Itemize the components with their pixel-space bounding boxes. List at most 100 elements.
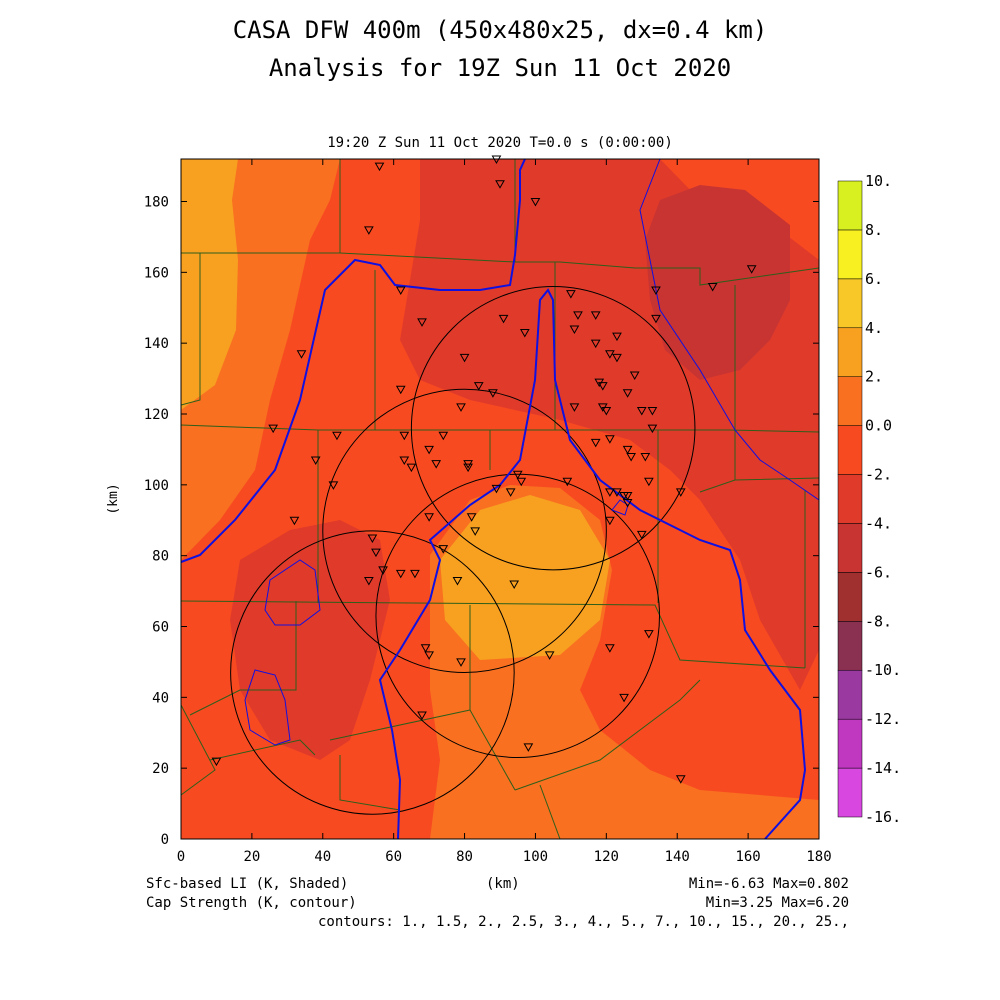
colorbar-segment [837,621,863,671]
station-marker [590,438,601,448]
station-marker [675,488,686,497]
station-marker [371,548,381,558]
station-marker [431,460,442,469]
colorbar-label: -10. [865,661,901,679]
x-tick-label: 180 [806,849,831,865]
station-marker [590,311,601,320]
colorbar-label: -4. [865,514,892,532]
y-tick-label: 180 [144,195,169,211]
valid-time-label: 19:20 Z Sun 11 Oct 2020 T=0.0 s (0:00:00… [327,135,673,151]
station-marker [601,406,612,416]
y-axis-label: (km) [106,483,121,514]
station-marker [505,488,516,497]
station-marker [519,329,530,338]
x-tick-label: 80 [456,849,473,865]
station-marker [488,389,498,398]
station-marker [707,283,718,292]
station-marker [498,314,509,324]
station-marker [622,445,633,455]
colorbar-label: 6. [865,270,883,288]
station-marker [456,403,466,412]
station-marker [399,456,410,466]
colorbar-segment [837,180,863,231]
colorbar-segment [837,376,863,426]
station-marker [512,470,523,480]
x-tick-label: 140 [665,849,690,865]
colorbar-label: -12. [865,710,901,728]
y-tick-label: 160 [144,265,169,281]
station-marker [636,406,647,416]
colorbar-label: -14. [865,759,901,777]
colorbar-segment [837,572,863,622]
colorbar-segment [837,523,863,573]
station-marker [466,513,477,522]
station-marker [651,314,661,324]
station-marker [605,644,615,653]
station-marker [605,488,615,497]
station-marker [597,382,608,391]
station-marker [417,318,427,327]
station-marker [647,424,658,434]
station-marker [612,488,622,497]
station-marker [424,513,434,522]
station-marker [612,332,622,342]
y-tick-label: 20 [152,761,169,777]
station-marker [456,658,466,667]
x-tick-label: 120 [594,849,619,865]
station-marker [420,644,431,653]
contour-levels: contours: 1., 1.5, 2., 2.5, 3., 4., 5., … [317,914,849,930]
station-marker [459,353,470,363]
colorbar-segment [837,278,863,329]
colorbar-label: 2. [865,368,883,386]
station-marker [406,463,417,473]
station-marker [399,431,410,441]
station-marker [463,463,473,473]
colorbar-segment [837,718,863,769]
contour-minmax: Min=3.25 Max=6.20 [705,895,849,911]
station-marker [310,456,321,466]
station-marker [644,477,654,487]
station-marker [569,325,580,335]
station-marker [473,382,484,391]
x-axis-label: (km) [486,876,520,892]
y-tick-label: 0 [161,832,169,848]
plot-frame [180,158,820,840]
station-marker [378,566,388,575]
station-marker [626,453,637,462]
y-tick-label: 100 [144,478,169,494]
station-marker [647,406,658,416]
station-marker [395,569,406,579]
range-ring [410,286,696,571]
colorbar-label: 4. [865,319,883,337]
station-marker [590,339,601,349]
station-marker [622,389,633,398]
station-marker [363,226,374,235]
colorbar: -16. -14. -12. -10. -8. -6. -4. -2. 0.0 2. 4. 6. 8. 1… [837,172,901,826]
station-marker [296,350,307,359]
station-marker [424,445,434,455]
observation-stations [211,155,757,784]
station-marker [438,545,449,554]
station-marker [530,198,541,207]
colorbar-segment [837,229,863,280]
station-marker [289,516,300,526]
colorbar-segment [837,425,863,475]
x-tick-label: 20 [243,849,260,865]
station-marker [573,311,583,320]
x-tick-label: 40 [314,849,331,865]
shaded-field-label: Sfc-based LI (K, Shaded) [146,876,349,892]
station-marker [629,371,640,381]
station-marker [644,630,654,639]
station-marker [367,534,378,543]
range-ring [375,473,660,759]
other-contour-lines [639,159,819,501]
station-marker [438,431,449,441]
colorbar-label: -6. [865,563,892,581]
li-field-central-core [440,495,610,660]
station-marker [640,453,651,462]
colorbar-label: -8. [865,612,892,630]
station-marker [374,162,385,172]
station-marker [566,290,576,299]
station-marker [417,711,427,721]
station-marker [523,743,534,752]
